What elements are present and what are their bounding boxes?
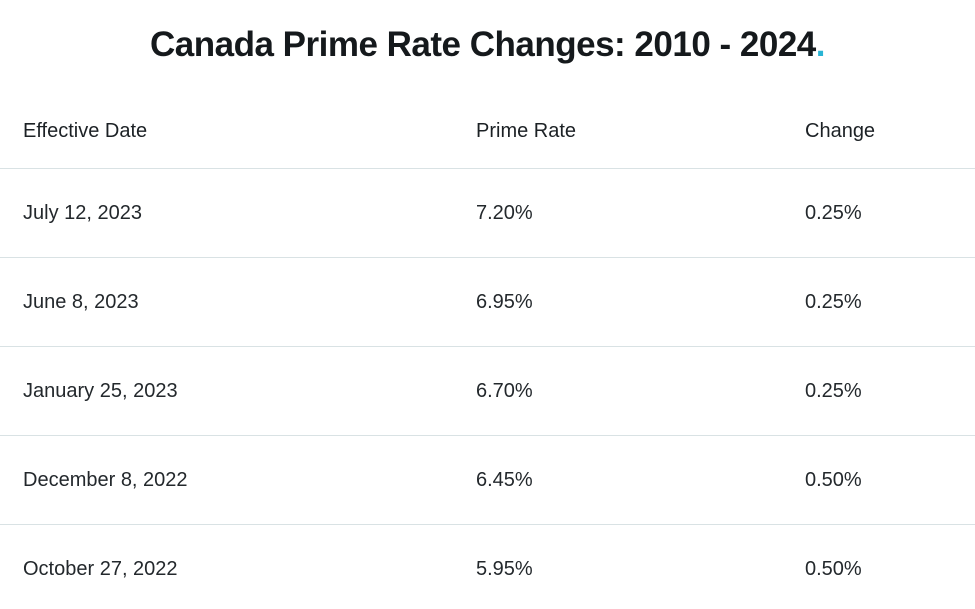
cell-effective-date: December 8, 2022	[23, 468, 188, 491]
column-header-prime-rate: Prime Rate	[476, 120, 577, 142]
column-header-change: Change	[805, 120, 876, 142]
page-title-accent-period: .	[815, 25, 826, 64]
table-row: January 25, 2023 6.70% 0.25%	[0, 347, 975, 436]
cell-change: 0.25%	[805, 201, 862, 224]
cell-effective-date: June 8, 2023	[23, 290, 139, 313]
column-header-effective-date: Effective Date	[23, 120, 148, 142]
cell-effective-date: July 12, 2023	[23, 201, 142, 224]
cell-change: 0.50%	[805, 558, 862, 580]
cell-change: 0.25%	[805, 379, 862, 402]
table-row: June 8, 2023 6.95% 0.25%	[0, 258, 975, 347]
cell-prime-rate: 7.20%	[476, 201, 533, 224]
prime-rate-table: Effective Date Prime Rate Change July 12…	[0, 95, 975, 609]
cell-prime-rate: 6.70%	[476, 379, 533, 402]
title-section: Canada Prime Rate Changes: 2010 - 2024.	[0, 0, 975, 95]
table-row: December 8, 2022 6.45% 0.50%	[0, 436, 975, 525]
table-header-row: Effective Date Prime Rate Change	[0, 95, 975, 169]
table-row: July 12, 2023 7.20% 0.25%	[0, 169, 975, 258]
cell-prime-rate: 6.45%	[476, 468, 533, 491]
cell-change: 0.25%	[805, 290, 862, 313]
page-title-text: Canada Prime Rate Changes: 2010 - 2024	[150, 25, 816, 64]
cell-effective-date: January 25, 2023	[23, 379, 178, 402]
table-row: October 27, 2022 5.95% 0.50%	[0, 525, 975, 609]
cell-effective-date: October 27, 2022	[23, 558, 178, 580]
page-title: Canada Prime Rate Changes: 2010 - 2024.	[150, 25, 826, 65]
cell-prime-rate: 5.95%	[476, 558, 533, 580]
cell-prime-rate: 6.95%	[476, 290, 533, 313]
cell-change: 0.50%	[805, 468, 862, 491]
